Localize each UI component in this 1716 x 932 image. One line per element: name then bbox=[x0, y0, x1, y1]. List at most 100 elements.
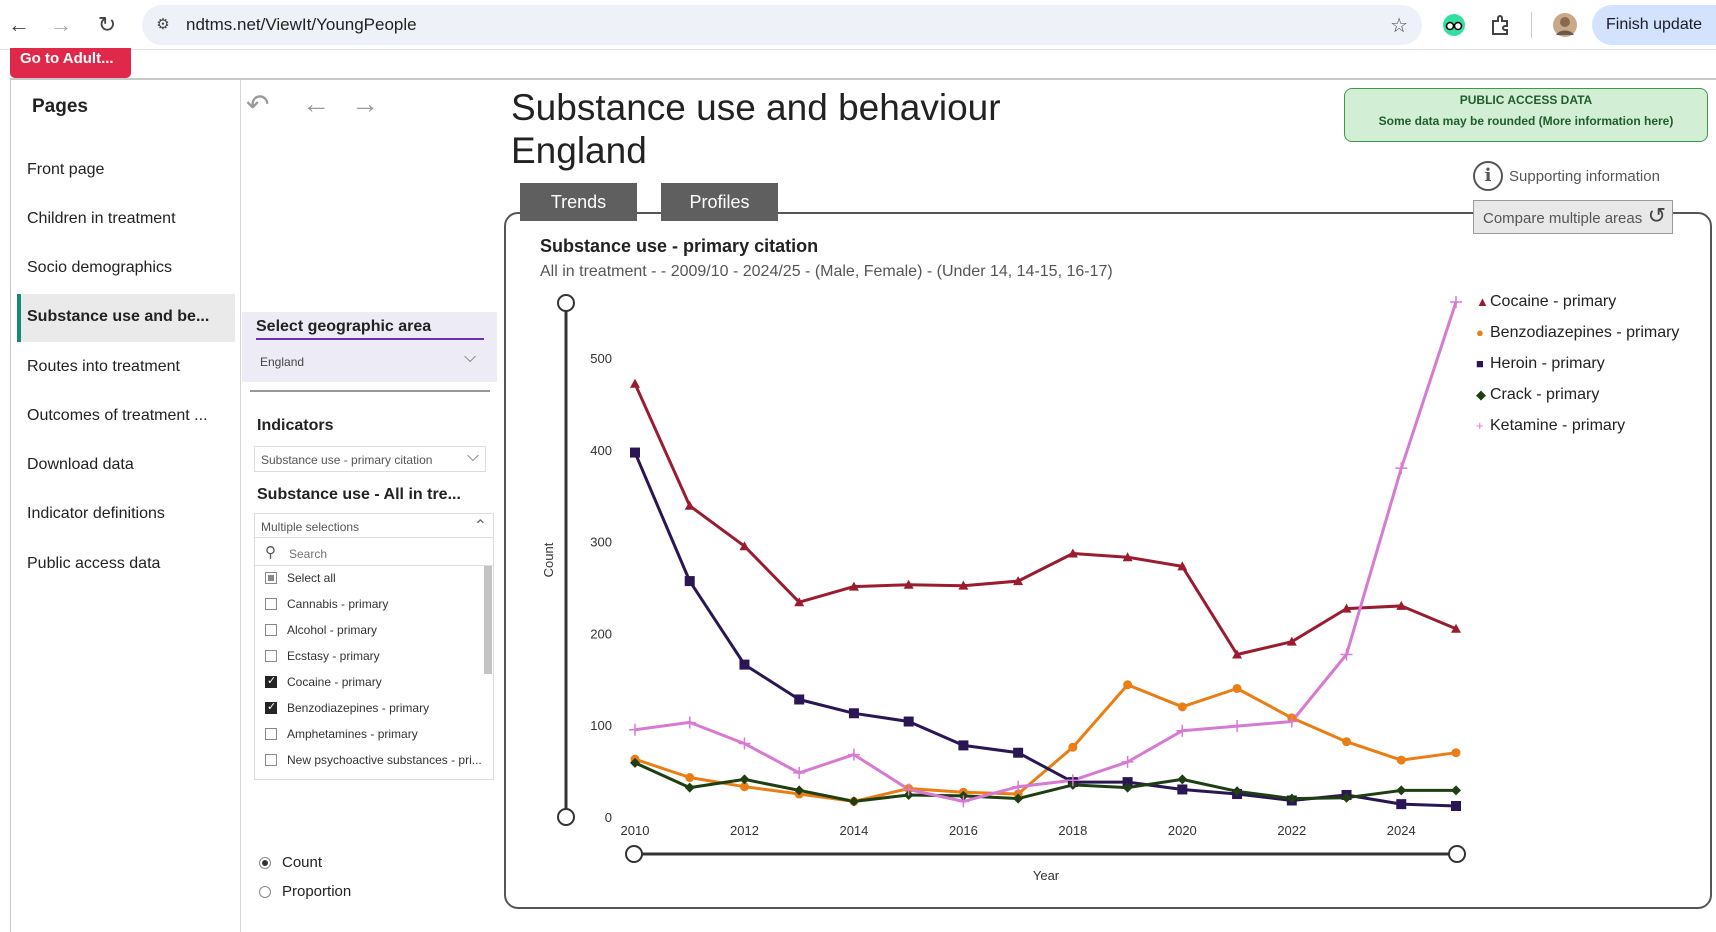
legend-marker: + bbox=[1476, 418, 1484, 433]
site-settings-icon[interactable]: ⚙ bbox=[156, 16, 170, 33]
finish-update-button[interactable]: Finish update bbox=[1592, 5, 1716, 45]
multi-selection-value: Multiple selections bbox=[261, 520, 360, 534]
option-label: Alcohol - primary bbox=[287, 623, 378, 637]
page-item-download-data[interactable]: Download data bbox=[27, 456, 134, 473]
tab-trends[interactable]: Trends bbox=[520, 183, 637, 221]
indicators-label: Indicators bbox=[257, 417, 334, 434]
legend-item[interactable]: ▲Cocaine - primary bbox=[1476, 293, 1616, 311]
checkbox[interactable] bbox=[265, 754, 277, 766]
page-item-substance-use[interactable]: Substance use and be... bbox=[17, 294, 235, 342]
legend-marker: ■ bbox=[1476, 356, 1484, 371]
go-to-adult-button[interactable]: Go to Adult... bbox=[10, 48, 131, 78]
legend-label: Cocaine - primary bbox=[1490, 293, 1617, 310]
geo-area-panel: Select geographic area England ⌵ bbox=[242, 312, 497, 382]
option-label: Amphetamines - primary bbox=[287, 727, 418, 741]
supporting-info-link[interactable]: Supporting information bbox=[1509, 168, 1660, 185]
option-label: New psychoactive substances - pri... bbox=[287, 753, 482, 767]
checkbox[interactable] bbox=[265, 650, 277, 662]
undo-arrow-icon: ↺ bbox=[1647, 203, 1666, 228]
legend-item[interactable]: + Ketamine - primary bbox=[1476, 417, 1625, 435]
tab-profiles[interactable]: Profiles bbox=[661, 183, 778, 221]
checkbox[interactable] bbox=[265, 728, 277, 740]
report-forward-icon[interactable]: → bbox=[351, 88, 379, 119]
forward-arrow-icon[interactable]: → bbox=[50, 12, 72, 37]
address-bar[interactable]: ⚙ ndtms.net/ViewIt/YoungPeople ☆ bbox=[142, 5, 1422, 45]
tripadvisor-extension-icon[interactable] bbox=[1441, 12, 1467, 38]
page-item-routes-into-treatment[interactable]: Routes into treatment bbox=[27, 358, 180, 375]
public-access-notice[interactable]: PUBLIC ACCESS DATA Some data may be roun… bbox=[1344, 88, 1708, 142]
legend-marker: ▲ bbox=[1476, 294, 1489, 309]
back-arrow-icon[interactable]: ← bbox=[8, 12, 30, 37]
indicators-dropdown[interactable]: Substance use - primary citation ⌵ bbox=[254, 446, 486, 472]
profile-avatar-icon[interactable] bbox=[1552, 12, 1578, 38]
geo-area-label: Select geographic area bbox=[256, 318, 432, 335]
page-item-indicator-definitions[interactable]: Indicator definitions bbox=[27, 505, 165, 522]
legend-label: Ketamine - primary bbox=[1490, 417, 1626, 434]
page-title-line2: England bbox=[511, 130, 647, 171]
access-notice-detail[interactable]: Some data may be rounded (More informati… bbox=[1378, 114, 1674, 128]
checkbox[interactable] bbox=[265, 700, 277, 714]
extensions-puzzle-icon[interactable] bbox=[1487, 12, 1513, 38]
compare-areas-button[interactable]: Compare multiple areas ↺ bbox=[1473, 200, 1673, 234]
compare-areas-label: Compare multiple areas bbox=[1483, 210, 1643, 227]
report-frame-top bbox=[10, 78, 1716, 80]
radio-label: Proportion bbox=[282, 883, 352, 900]
page-item-front-page[interactable]: Front page bbox=[27, 161, 105, 178]
checkbox[interactable] bbox=[265, 674, 277, 688]
radio-label: Count bbox=[282, 854, 323, 871]
search-row: ⚲ bbox=[255, 540, 493, 566]
report-frame-left bbox=[10, 78, 11, 932]
legend-label: Crack - primary bbox=[1490, 386, 1600, 403]
reload-icon[interactable]: ↻ bbox=[97, 12, 117, 37]
checkbox[interactable] bbox=[265, 624, 277, 636]
legend-label: Heroin - primary bbox=[1490, 355, 1605, 372]
legend-label: Benzodiazepines - primary bbox=[1490, 324, 1680, 341]
chart-frame bbox=[504, 212, 1712, 909]
legend-item[interactable]: ◆ Crack - primary bbox=[1476, 386, 1599, 404]
option-label: Ecstasy - primary bbox=[287, 649, 380, 663]
chart-subtitle: All in treatment - - 2009/10 - 2024/25 -… bbox=[540, 263, 1113, 280]
browser-toolbar: ← → ↻ ⚙ ndtms.net/ViewIt/YoungPeople ☆ F… bbox=[0, 0, 1716, 50]
pages-title: Pages bbox=[32, 96, 88, 117]
radio-dot[interactable] bbox=[259, 886, 271, 898]
info-icon[interactable]: i bbox=[1473, 161, 1503, 191]
geo-area-dropdown[interactable]: England bbox=[260, 355, 305, 369]
access-notice-title: PUBLIC ACCESS DATA bbox=[1459, 93, 1593, 107]
search-input[interactable] bbox=[289, 545, 479, 563]
indicators-value: Substance use - primary citation bbox=[261, 453, 433, 467]
radio-dot[interactable] bbox=[259, 857, 271, 869]
options-scrollbar[interactable] bbox=[484, 566, 492, 674]
option-label: Cocaine - primary bbox=[287, 675, 382, 689]
page-item-children-in-treatment[interactable]: Children in treatment bbox=[27, 210, 176, 227]
chevron-down-icon[interactable]: ⌵ bbox=[464, 349, 477, 366]
report-back-icon[interactable]: ← bbox=[302, 88, 330, 119]
toolbar-divider bbox=[1531, 12, 1532, 38]
page-title: Substance use and behaviour England bbox=[511, 86, 1001, 172]
option-label: Benzodiazepines - primary bbox=[287, 701, 430, 715]
option-label: Select all bbox=[287, 571, 336, 585]
page-title-line1: Substance use and behaviour bbox=[511, 87, 1001, 128]
page-item-outcomes-of-treatment[interactable]: Outcomes of treatment ... bbox=[27, 407, 208, 424]
checkbox[interactable] bbox=[265, 572, 277, 584]
pages-divider bbox=[240, 80, 241, 932]
substance-options-list: ⚲ Select all Cannabis - primary Alcohol … bbox=[254, 537, 494, 780]
substance-filter-label: Substance use - All in tre... bbox=[257, 486, 461, 503]
legend-item[interactable]: ■ Heroin - primary bbox=[1476, 355, 1605, 373]
page-item-socio-demographics[interactable]: Socio demographics bbox=[27, 259, 172, 276]
bookmark-star-icon[interactable]: ☆ bbox=[1390, 15, 1408, 37]
chevron-down-icon: ⌵ bbox=[466, 448, 479, 465]
search-icon: ⚲ bbox=[265, 544, 276, 561]
checkbox[interactable] bbox=[265, 598, 277, 610]
legend-marker: ◆ bbox=[1476, 387, 1486, 402]
page-item-public-access-data[interactable]: Public access data bbox=[27, 555, 161, 572]
geo-area-underline bbox=[256, 338, 484, 340]
url-text[interactable]: ndtms.net/ViewIt/YoungPeople bbox=[186, 15, 417, 34]
option-label: Cannabis - primary bbox=[287, 597, 389, 611]
geo-separator bbox=[250, 390, 490, 392]
reset-icon[interactable]: ↶ bbox=[246, 89, 270, 120]
legend-item[interactable]: ● Benzodiazepines - primary bbox=[1476, 324, 1679, 342]
legend-marker: ● bbox=[1476, 325, 1484, 340]
substance-multi-dropdown[interactable]: Multiple selections ⌃ bbox=[254, 513, 494, 539]
chart-title: Substance use - primary citation bbox=[540, 236, 819, 256]
